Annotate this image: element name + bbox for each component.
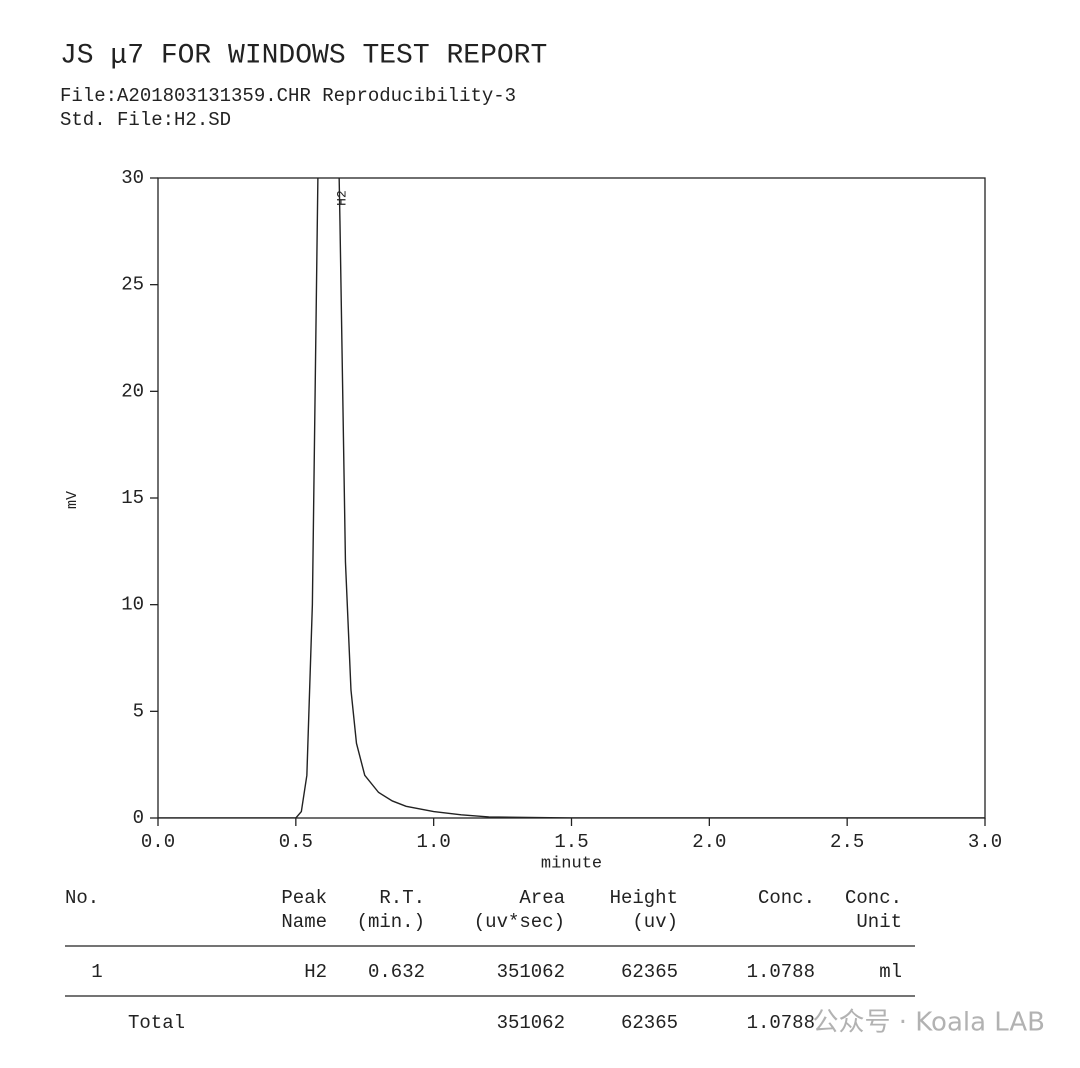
column-header: (uv*sec) bbox=[474, 911, 565, 933]
signal-line bbox=[158, 178, 985, 818]
column-header: No. bbox=[65, 887, 99, 909]
cell: 1.0788 bbox=[747, 961, 815, 983]
total-conc: 1.0788 bbox=[747, 1012, 815, 1034]
y-axis-label: mV bbox=[64, 491, 81, 509]
x-tick-label: 0.0 bbox=[141, 831, 175, 853]
column-header: (min.) bbox=[357, 911, 425, 933]
total-area: 351062 bbox=[497, 1012, 565, 1034]
x-tick-label: 2.5 bbox=[830, 831, 864, 853]
column-header: Conc. bbox=[845, 887, 902, 909]
cell: H2 bbox=[304, 961, 327, 983]
x-tick-label: 2.0 bbox=[692, 831, 726, 853]
peak-label: H2 bbox=[334, 190, 349, 206]
x-tick-label: 0.5 bbox=[279, 831, 313, 853]
column-header: Peak bbox=[281, 887, 327, 909]
column-header: (uv) bbox=[632, 911, 678, 933]
cell: 351062 bbox=[497, 961, 565, 983]
cell: 1 bbox=[91, 961, 102, 983]
y-tick-label: 0 bbox=[133, 807, 144, 829]
y-tick-label: 20 bbox=[121, 380, 144, 402]
report-title: JS μ7 FOR WINDOWS TEST REPORT bbox=[60, 40, 547, 71]
x-axis-label: minute bbox=[541, 854, 602, 873]
y-tick-label: 25 bbox=[121, 274, 144, 296]
column-header: Name bbox=[281, 911, 327, 933]
column-header: Unit bbox=[856, 911, 902, 933]
column-header: Conc. bbox=[758, 887, 815, 909]
y-tick-label: 15 bbox=[121, 487, 144, 509]
x-tick-label: 3.0 bbox=[968, 831, 1002, 853]
y-tick-label: 10 bbox=[121, 594, 144, 616]
x-tick-label: 1.0 bbox=[417, 831, 451, 853]
y-tick-label: 30 bbox=[121, 167, 144, 189]
total-label: Total bbox=[128, 1012, 185, 1034]
y-tick-label: 5 bbox=[133, 700, 144, 722]
total-height: 62365 bbox=[621, 1012, 678, 1034]
cell: 62365 bbox=[621, 961, 678, 983]
cell: ml bbox=[879, 961, 902, 983]
x-tick-label: 1.5 bbox=[554, 831, 588, 853]
watermark: 公众号 · Koala LAB bbox=[812, 1008, 1045, 1038]
file-name: File:A201803131359.CHR Reproducibility-3 bbox=[60, 85, 516, 107]
cell: 0.632 bbox=[368, 961, 425, 983]
column-header: R.T. bbox=[379, 887, 425, 909]
std-file: Std. File:H2.SD bbox=[60, 109, 231, 131]
column-header: Height bbox=[610, 887, 678, 909]
plot-frame bbox=[157, 177, 986, 819]
column-header: Area bbox=[519, 887, 565, 909]
